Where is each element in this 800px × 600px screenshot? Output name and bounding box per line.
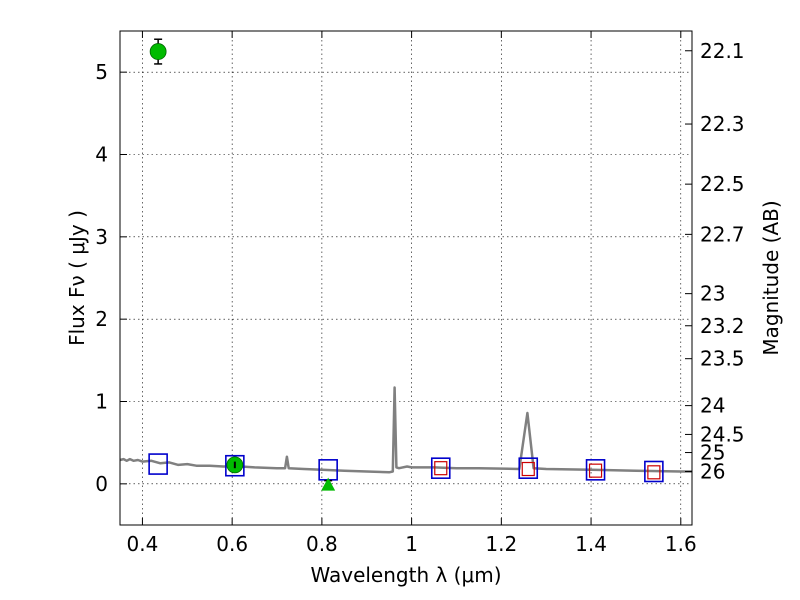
model-photometry-square [148,453,168,475]
y-tick-label: 5 [95,60,108,84]
observed-square [647,465,661,480]
x-tick-label: 1.4 [575,532,607,556]
y-tick-label: 0 [95,472,108,496]
model-photometry-square [585,459,606,481]
observed-square [434,461,448,476]
y2-tick-label: 25 [700,441,725,465]
model-photometry-square [644,460,664,483]
ticks: 0.4 0.6 0.8 1 1.2 1.4 1.601234522.122.322.522.… [95,31,745,556]
x-tick-label: 1.6 [665,532,697,556]
x-tick-label: 0.4 [127,532,159,556]
y2-tick-label: 22.5 [700,172,745,196]
y-axis-title: Flux Fν ( μJy ) [65,210,89,346]
x-tick-label: 0.8 [306,532,338,556]
y2-tick-label: 24.5 [700,422,745,446]
y2-tick-label: 24 [700,394,725,418]
y-tick-label: 4 [95,143,108,167]
model-photometry-square [430,457,451,479]
x-tick-label: 1 [405,532,418,556]
y2-tick-label: 22.3 [700,112,745,136]
observed-square [588,463,603,478]
observed-square [521,461,535,477]
y2-tick-label: 23.2 [700,314,745,338]
x-tick-label: 0.6 [216,532,248,556]
plot-frame [119,30,693,526]
plot-background [120,31,692,525]
data-layer [119,38,692,491]
observed-point [149,43,167,60]
y2-tick-label: 22.1 [700,39,745,63]
y-tick-label: 2 [95,307,108,331]
y-tick-label: 1 [95,390,108,414]
upper-limit-triangle [321,477,336,491]
model-photometry-square [225,454,245,477]
grid-lines [120,31,692,525]
x-axis-title: Wavelength λ (μm) [310,563,501,587]
model-photometry-square [518,457,539,479]
y2-tick-label: 23 [700,282,725,306]
y2-tick-label: 26 [700,459,725,483]
x-tick-label: 1.2 [485,532,517,556]
y2-axis-title: Magnitude (AB) [759,200,783,355]
y2-tick-label: 22.7 [700,222,745,246]
y2-tick-label: 23.5 [700,347,745,371]
y-tick-label: 3 [95,225,108,249]
